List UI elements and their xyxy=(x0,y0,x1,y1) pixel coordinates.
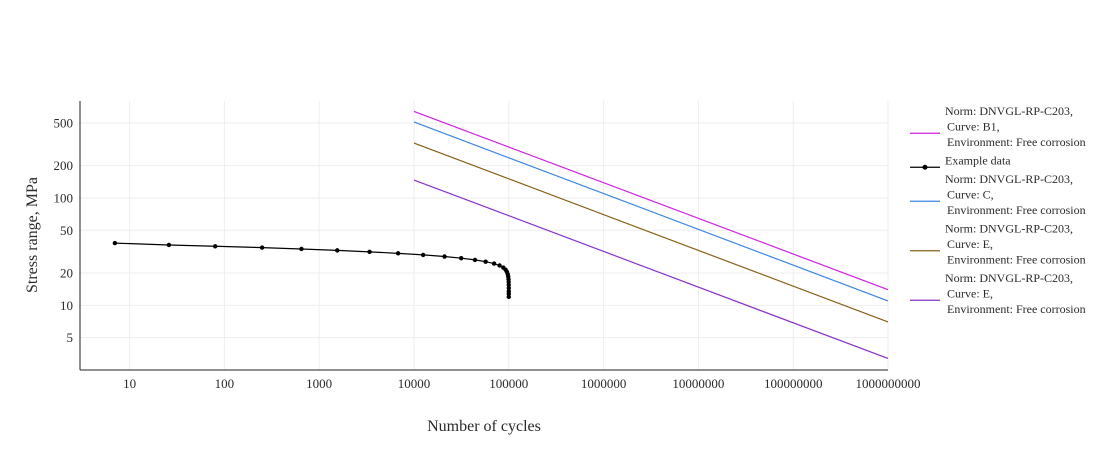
data-point xyxy=(491,261,497,266)
data-point xyxy=(420,252,426,258)
legend-marker xyxy=(922,164,928,170)
tick-labels: 10 100 1000 10000 100000 1000000 10000000 10000… xyxy=(54,115,921,391)
legend-item-4[interactable]: Norm: DNVGL-RP-C203, Curve: E,Environment… xyxy=(910,271,1086,316)
data-point xyxy=(442,254,447,259)
data-point xyxy=(367,249,372,255)
series-line xyxy=(413,142,889,323)
legend-item-1[interactable]: Example data xyxy=(910,154,1011,170)
axes xyxy=(79,101,888,371)
x-axis-title: Number of cycles xyxy=(427,418,541,435)
data-point xyxy=(483,259,488,264)
legend-item-2[interactable]: Norm: DNVGL-RP-C203, Curve: C,Environment… xyxy=(910,172,1086,217)
legend-label: Norm: DNVGL-RP-C203, xyxy=(945,271,1073,285)
x-tick-label: 1000000 xyxy=(581,376,627,391)
legend-label: Example data xyxy=(945,154,1011,168)
y-tick-label: 10 xyxy=(60,298,73,313)
y-tick-label: 200 xyxy=(54,158,74,173)
data-point xyxy=(506,294,511,300)
series-line xyxy=(413,121,889,302)
series-2 xyxy=(413,121,889,302)
data-point xyxy=(459,255,464,261)
data-point xyxy=(166,242,172,248)
x-tick-label: 10 xyxy=(123,376,136,391)
legend[interactable]: Norm: DNVGL-RP-C203,Curve: B1,Environmen… xyxy=(910,104,1086,316)
y-tick-label: 50 xyxy=(60,223,73,238)
legend-item-3[interactable]: Norm: DNVGL-RP-C203,Curve: E, Environment… xyxy=(910,222,1086,267)
x-tick-label: 1000000000 xyxy=(856,376,921,391)
data-point xyxy=(497,263,502,268)
data-point xyxy=(506,282,511,288)
legend-label: Norm: DNVGL-RP-C203, xyxy=(945,172,1073,186)
series-1 xyxy=(112,240,511,300)
legend-label: Environment: Free corrosion xyxy=(947,253,1086,267)
series-4 xyxy=(413,179,889,360)
grid xyxy=(80,101,889,370)
x-tick-label: 100000 xyxy=(489,376,528,391)
data-point xyxy=(212,244,218,249)
data-point xyxy=(395,251,401,256)
legend-label: Environment: Free corrosion xyxy=(947,203,1086,217)
x-tick-label: 1000 xyxy=(306,376,332,391)
data-point xyxy=(259,245,265,250)
data-point xyxy=(335,248,340,253)
x-tick-label: 100 xyxy=(215,376,235,391)
y-tick-label: 100 xyxy=(54,190,74,205)
y-tick-label: 20 xyxy=(60,266,73,281)
legend-label: Curve: C, xyxy=(947,188,994,202)
y-tick-label: 5 xyxy=(67,330,74,345)
series-line xyxy=(114,242,510,297)
x-tick-label: 10000 xyxy=(398,376,431,391)
data-point xyxy=(506,291,511,297)
x-tick-label: 100000000 xyxy=(764,376,823,391)
data-point xyxy=(472,257,478,263)
data-point xyxy=(506,285,511,291)
y-axis-title: Stress range, MPa xyxy=(24,177,41,293)
legend-label: Norm: DNVGL-RP-C203, xyxy=(945,104,1073,118)
legend-label: Curve: B1, xyxy=(947,120,1000,134)
legend-label: Norm: DNVGL-RP-C203, xyxy=(945,222,1073,236)
series-layer xyxy=(112,110,889,360)
series-3 xyxy=(413,142,889,323)
legend-label: Environment: Free corrosion xyxy=(947,135,1086,149)
series-0 xyxy=(413,110,889,291)
data-point xyxy=(112,240,118,246)
x-tick-label: 10000000 xyxy=(672,376,724,391)
series-line xyxy=(413,179,889,360)
data-point xyxy=(299,246,304,252)
legend-item-0[interactable]: Norm: DNVGL-RP-C203, Curve: B1,Environmen… xyxy=(910,104,1086,149)
y-tick-label: 500 xyxy=(54,115,74,130)
series-line xyxy=(413,110,889,291)
legend-label: Curve: E, xyxy=(947,237,993,251)
legend-label: Environment: Free corrosion xyxy=(947,302,1086,316)
legend-label: Curve: E, xyxy=(947,287,993,301)
